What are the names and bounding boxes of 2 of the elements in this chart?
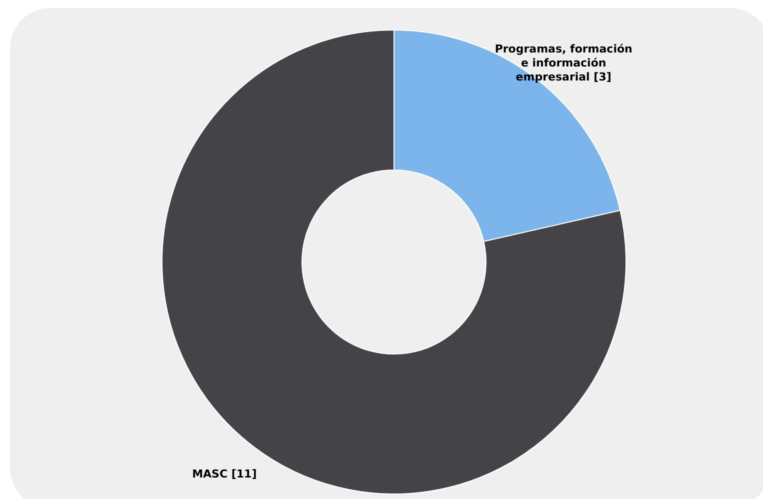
slice-label: MASC [11] [192, 468, 257, 481]
slice-label: Programas, formación e información empresarial [3] [494, 42, 632, 84]
